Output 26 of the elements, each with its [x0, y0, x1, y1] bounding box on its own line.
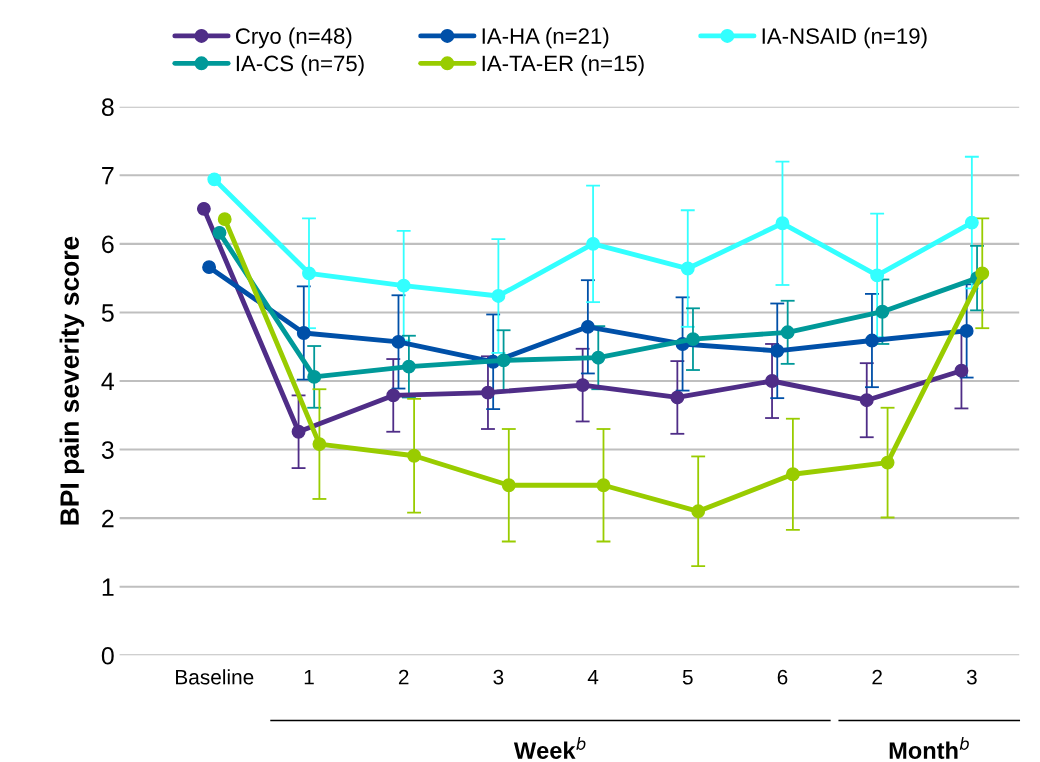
- text: Week$^{b}$: [513, 737, 586, 759]
- x-tick-label: 3: [493, 669, 504, 685]
- x-tick-label: 2: [872, 669, 882, 685]
- x-tick-label: 3: [966, 669, 977, 685]
- x-tick-label: 1: [304, 669, 314, 685]
- y-tick-label: 3: [101, 441, 114, 459]
- text: Month$^{b}$: [889, 737, 969, 759]
- y-tick-label: 8: [101, 98, 114, 116]
- y-tick-label: 5: [101, 304, 114, 322]
- x-tick-label: 2: [398, 669, 409, 685]
- x-tick-label: Baseline: [176, 669, 254, 685]
- x-tick-label: 4: [587, 669, 599, 685]
- y-tick-label: 2: [102, 509, 114, 528]
- y-tick-label: 0: [101, 646, 114, 665]
- legend-label: IA-TA-ER (n=15): [482, 54, 644, 76]
- legend-label: IA-HA (n=21): [482, 27, 609, 49]
- y-tick-label: 7: [102, 167, 114, 185]
- y-axis-title: BPI pain severity score: [59, 236, 85, 525]
- y-tick-label: 6: [102, 235, 114, 254]
- x-tick-label: 6: [777, 669, 788, 685]
- y-tick-label: 4: [101, 372, 115, 391]
- x-tick-label: 5: [682, 669, 693, 685]
- legend-label: IA-CS (n=75): [236, 54, 364, 76]
- y-tick-label: 1: [102, 578, 114, 596]
- legend-label: IA-NSAID (n=19): [762, 27, 927, 49]
- legend-label: Cryo (n=48): [235, 27, 352, 49]
